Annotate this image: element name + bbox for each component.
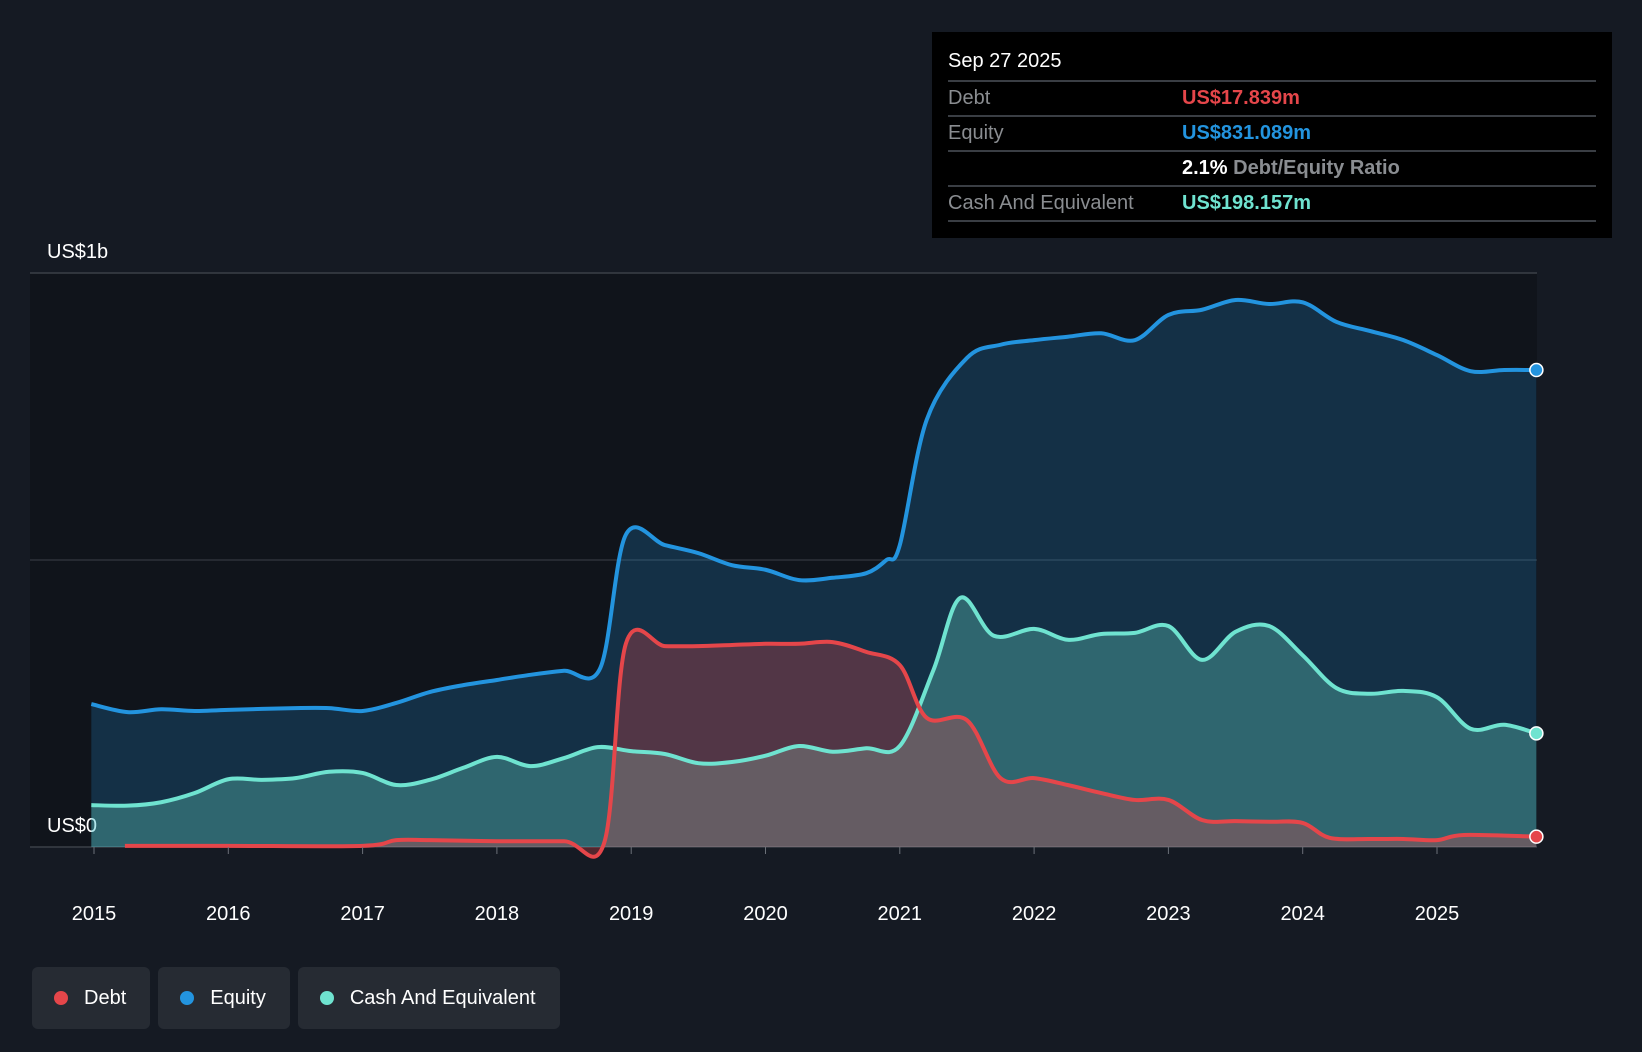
x-tick-label: 2021 <box>878 903 923 925</box>
tooltip-cash-row: Cash And Equivalent US$198.157m <box>948 185 1596 222</box>
tooltip-equity-label: Equity <box>948 122 1004 144</box>
legend-equity-label: Equity <box>210 986 266 1009</box>
equity-dot-icon <box>180 991 195 1005</box>
equity-end-marker[interactable] <box>1529 362 1544 378</box>
tooltip-debt-label: Debt <box>948 87 991 109</box>
tooltip-cash-label: Cash And Equivalent <box>948 192 1134 214</box>
y-label-top: US$1b <box>47 241 108 263</box>
debt-area <box>124 629 1537 857</box>
tooltip-equity-value: US$831.089m <box>1182 122 1311 144</box>
tooltip-date: Sep 27 2025 <box>948 50 1062 72</box>
tooltip: Sep 27 2025 Debt US$17.839m Equity US$83… <box>932 32 1612 238</box>
x-tick-label: 2025 <box>1415 903 1460 925</box>
legend: Debt Equity Cash And Equivalent <box>32 967 560 1029</box>
x-tick-label: 2015 <box>72 903 117 925</box>
x-tick-label: 2017 <box>340 903 385 925</box>
debt-end-marker[interactable] <box>1529 829 1544 844</box>
legend-cash-label: Cash And Equivalent <box>349 986 536 1009</box>
equity-line <box>90 297 1537 715</box>
debt-line <box>124 627 1537 859</box>
x-tick-label: 2018 <box>475 903 520 925</box>
x-tick-label: 2016 <box>206 903 251 925</box>
x-tick-label: 2020 <box>743 903 788 925</box>
cash-area <box>91 597 1537 847</box>
x-tick-label: 2019 <box>609 903 654 925</box>
tooltip-equity-row: Equity US$831.089m <box>948 115 1596 150</box>
debt-dot-icon <box>54 991 68 1005</box>
cash-dot-icon <box>319 991 334 1005</box>
tooltip-ratio-row: 2.1% Debt/Equity Ratio <box>948 150 1596 185</box>
tooltip-ratio-label: Debt/Equity Ratio <box>1233 157 1400 179</box>
x-tick-label: 2023 <box>1146 903 1191 925</box>
x-tick-label: 2024 <box>1280 903 1325 925</box>
x-tick-label: 2022 <box>1012 903 1057 925</box>
legend-equity-button[interactable]: Equity <box>158 967 290 1029</box>
legend-debt-button[interactable]: Debt <box>32 967 151 1029</box>
tooltip-cash-value: US$198.157m <box>1182 192 1311 214</box>
cash-end-marker[interactable] <box>1529 726 1544 741</box>
cash-line <box>91 595 1537 808</box>
legend-cash-button[interactable]: Cash And Equivalent <box>297 967 560 1029</box>
tooltip-debt-row: Debt US$17.839m <box>948 80 1596 115</box>
legend-debt-label: Debt <box>84 986 127 1009</box>
equity-area <box>91 299 1537 848</box>
y-label-bottom: US$0 <box>47 815 97 837</box>
tooltip-ratio-value: 2.1% <box>1182 157 1228 179</box>
tooltip-debt-value: US$17.839m <box>1182 87 1300 109</box>
